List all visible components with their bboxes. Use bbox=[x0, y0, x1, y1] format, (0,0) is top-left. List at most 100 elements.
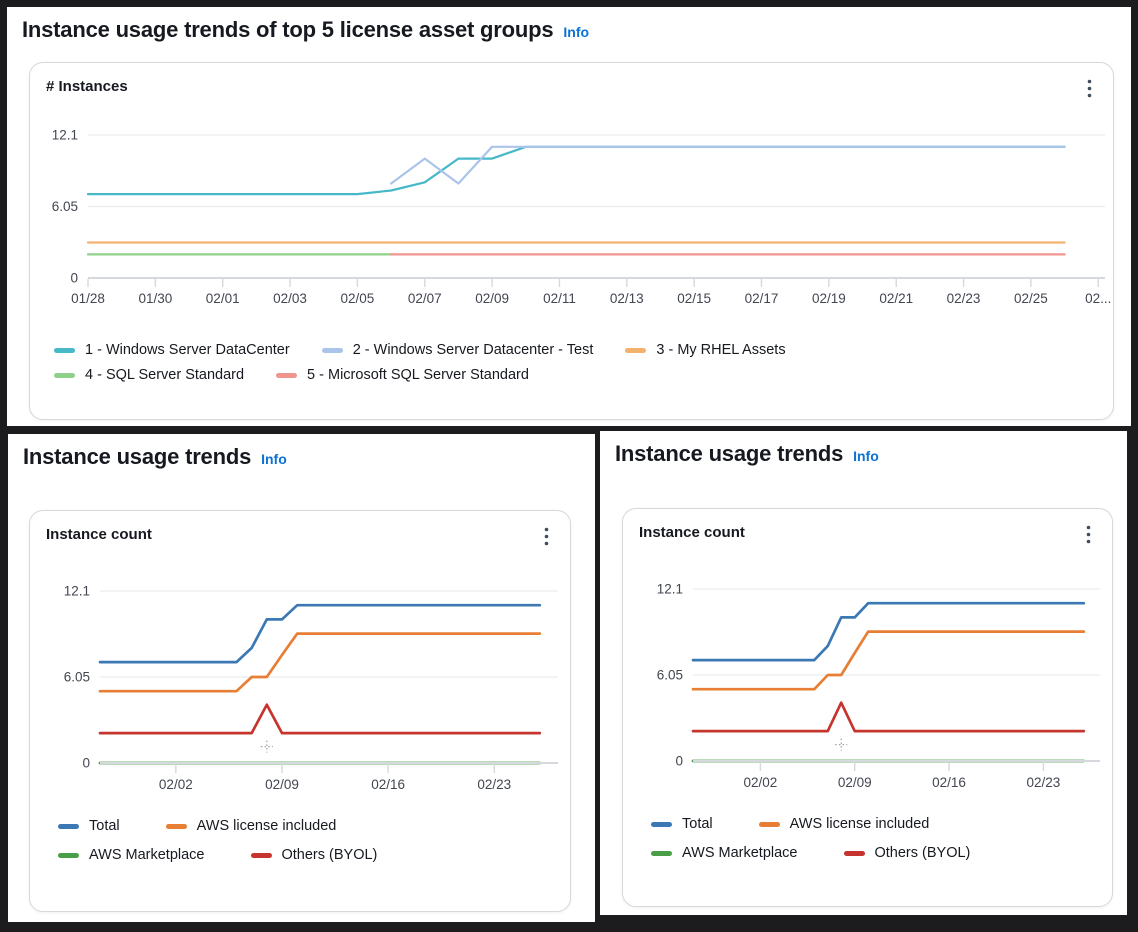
overflow-menu-button[interactable] bbox=[539, 525, 554, 548]
widget-title: Instance count bbox=[46, 526, 152, 543]
legend-label: AWS Marketplace bbox=[682, 845, 798, 861]
chart-legend: Total AWS license included AWS Marketplace… bbox=[651, 816, 1112, 861]
legend-label: 5 - Microsoft SQL Server Standard bbox=[307, 367, 529, 383]
y-tick-label: 12.1 bbox=[64, 584, 90, 599]
legend-item[interactable]: Total bbox=[58, 818, 120, 834]
series-line[interactable] bbox=[98, 703, 542, 735]
x-tick-label: 02/17 bbox=[745, 291, 779, 306]
legend-row: AWS Marketplace Others (BYOL) bbox=[58, 847, 570, 863]
panel-header: Instance usage trends Info bbox=[8, 434, 595, 470]
card-header: Instance count bbox=[623, 509, 1112, 546]
legend-swatch bbox=[758, 821, 780, 827]
line-chart-instances[interactable]: 01/28 01/30 02/01 02/03 02/05 02/07 02/09 02/11… bbox=[30, 106, 1113, 318]
legend-label: 4 - SQL Server Standard bbox=[85, 367, 245, 383]
legend-label: Total bbox=[89, 818, 120, 834]
legend-swatch bbox=[651, 850, 672, 856]
legend-swatch bbox=[58, 823, 79, 829]
legend-label: AWS license included bbox=[789, 816, 930, 832]
legend-swatch bbox=[165, 823, 187, 829]
x-tick-label: 02/23 bbox=[1026, 775, 1060, 790]
info-link[interactable]: Info bbox=[563, 24, 590, 40]
legend-item[interactable]: AWS Marketplace bbox=[58, 847, 205, 863]
legend-item[interactable]: AWS license included bbox=[165, 818, 337, 834]
y-tick-label: 12.1 bbox=[657, 582, 683, 597]
legend-item[interactable]: Others (BYOL) bbox=[843, 845, 971, 861]
legend-label: AWS license included bbox=[196, 818, 337, 834]
y-tick-label: 0 bbox=[82, 756, 90, 771]
panel-header: Instance usage trends of top 5 license a… bbox=[7, 7, 1131, 43]
x-tick-label: 02/02 bbox=[743, 775, 777, 790]
line-chart-instance-count[interactable]: 02/02 02/09 02/16 02/23 0 6.05 12.1 bbox=[30, 558, 570, 798]
x-tick-label: 02/19 bbox=[812, 291, 846, 306]
series-line[interactable] bbox=[98, 603, 542, 664]
x-tick-label: 02/09 bbox=[838, 775, 872, 790]
legend-row: 1 - Windows Server DataCenter 2 - Windows… bbox=[54, 342, 1113, 358]
panel-header: Instance usage trends Info bbox=[600, 431, 1127, 467]
x-tick-label: 01/28 bbox=[71, 291, 105, 306]
x-tick-label: 02/07 bbox=[408, 291, 442, 306]
card-header: Instance count bbox=[30, 511, 570, 548]
legend-item[interactable]: 4 - SQL Server Standard bbox=[54, 367, 244, 383]
overflow-menu-button[interactable] bbox=[1081, 523, 1096, 546]
panel-top-usage-trends: Instance usage trends of top 5 license a… bbox=[7, 7, 1131, 426]
legend-row: AWS Marketplace Others (BYOL) bbox=[651, 845, 1112, 861]
legend-swatch bbox=[321, 347, 343, 353]
legend-swatch bbox=[58, 852, 79, 858]
chart-legend: Total AWS license included AWS Marketplace… bbox=[58, 818, 570, 863]
legend-item[interactable]: 3 - My RHEL Assets bbox=[625, 342, 786, 358]
legend-label: 2 - Windows Server Datacenter - Test bbox=[352, 342, 594, 358]
legend-item[interactable]: AWS license included bbox=[758, 816, 930, 832]
legend-swatch bbox=[651, 821, 672, 827]
series-line[interactable] bbox=[691, 601, 1086, 662]
legend-item[interactable]: 2 - Windows Server Datacenter - Test bbox=[321, 342, 594, 358]
x-tick-label: 02/16 bbox=[371, 777, 405, 792]
x-tick-label: 02/09 bbox=[265, 777, 299, 792]
y-tick-label: 6.05 bbox=[64, 670, 90, 685]
legend-swatch bbox=[843, 850, 865, 856]
x-tick-label: 02/11 bbox=[543, 291, 576, 306]
series-line[interactable] bbox=[691, 630, 1086, 691]
legend-label: 3 - My RHEL Assets bbox=[656, 342, 786, 358]
x-tick-label: 02/05 bbox=[341, 291, 375, 306]
legend-row: Total AWS license included bbox=[58, 818, 570, 834]
x-tick-label: 02/16 bbox=[932, 775, 966, 790]
series-line[interactable] bbox=[390, 145, 1066, 185]
x-tick-label: 02/13 bbox=[610, 291, 644, 306]
x-tick-label: 02/21 bbox=[879, 291, 913, 306]
panel-bottom-right-usage-trends: Instance usage trends Info Instance coun… bbox=[600, 431, 1127, 915]
legend-item[interactable]: 1 - Windows Server DataCenter bbox=[54, 342, 290, 358]
x-tick-label: 02/03 bbox=[273, 291, 307, 306]
y-tick-label: 0 bbox=[675, 754, 683, 769]
x-tick-label: 02/02 bbox=[159, 777, 193, 792]
info-link[interactable]: Info bbox=[853, 448, 879, 464]
overflow-menu-button[interactable] bbox=[1082, 77, 1097, 100]
y-tick-label: 0 bbox=[70, 271, 78, 286]
legend-label: Others (BYOL) bbox=[874, 845, 971, 861]
info-link[interactable]: Info bbox=[261, 451, 287, 467]
legend-item[interactable]: Total bbox=[651, 816, 713, 832]
kebab-icon bbox=[1086, 525, 1091, 544]
legend-row: 4 - SQL Server Standard 5 - Microsoft SQL… bbox=[54, 367, 1113, 383]
legend-row: Total AWS license included bbox=[651, 816, 1112, 832]
legend-item[interactable]: 5 - Microsoft SQL Server Standard bbox=[276, 367, 529, 383]
chart-card-instances: # Instances 01/28 01/30 02/01 02/03 02/05 02/… bbox=[29, 62, 1114, 420]
chart-legend: 1 - Windows Server DataCenter 2 - Windows… bbox=[54, 342, 1113, 383]
series-line[interactable] bbox=[691, 701, 1086, 733]
series-line[interactable] bbox=[98, 632, 542, 693]
x-tick-label: 02/23 bbox=[947, 291, 981, 306]
series-line[interactable] bbox=[86, 145, 1066, 196]
line-chart-instance-count[interactable]: 02/02 02/09 02/16 02/23 0 6.05 12.1 bbox=[623, 556, 1112, 796]
legend-label: 1 - Windows Server DataCenter bbox=[85, 342, 290, 358]
x-tick-label: 02/09 bbox=[475, 291, 509, 306]
x-tick-label: 02... bbox=[1085, 291, 1111, 306]
y-tick-label: 6.05 bbox=[657, 668, 683, 683]
chart-card-instance-count: Instance count 02/02 02/09 02/16 02/23 0 6.05… bbox=[29, 510, 571, 912]
legend-swatch bbox=[625, 347, 647, 353]
x-tick-label: 02/15 bbox=[677, 291, 711, 306]
y-tick-label: 6.05 bbox=[52, 199, 78, 214]
chart-card-instance-count: Instance count 02/02 02/09 02/16 02/23 0 6.05… bbox=[622, 508, 1113, 907]
legend-label: Others (BYOL) bbox=[281, 847, 378, 863]
card-header: # Instances bbox=[30, 63, 1113, 100]
legend-item[interactable]: AWS Marketplace bbox=[651, 845, 798, 861]
legend-item[interactable]: Others (BYOL) bbox=[250, 847, 378, 863]
